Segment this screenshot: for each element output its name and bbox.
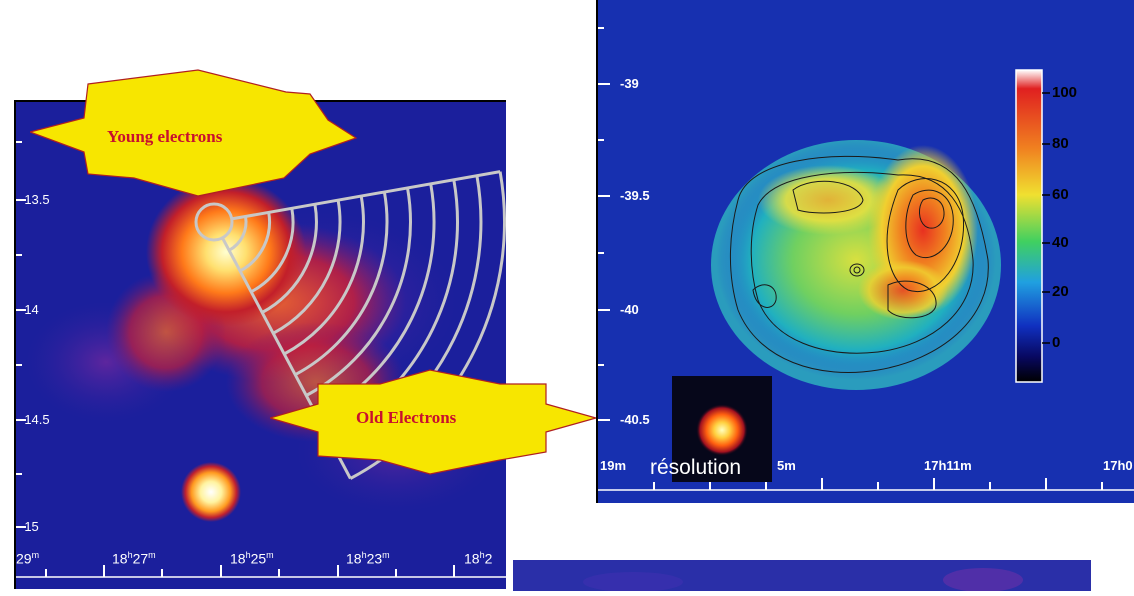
- sector-arc: [283, 195, 365, 356]
- dec-tick: -14.5: [20, 412, 50, 427]
- colorbar: [1015, 69, 1043, 383]
- contours: [729, 155, 989, 373]
- ra-tick: 18h27m: [112, 550, 156, 567]
- colorbar-label: 60: [1052, 186, 1069, 203]
- sector-arc: [250, 208, 295, 294]
- ra-tick: 19m: [600, 458, 627, 473]
- young-electrons-callout: [30, 69, 358, 197]
- sector-edge: [231, 170, 501, 221]
- dec-tick: -13.5: [20, 192, 50, 207]
- sector-arc: [294, 191, 389, 377]
- old-electrons-callout: [270, 369, 596, 475]
- right-sky-map: -39 -39.5 -40 -40.5 19m 5m 17h11m 17h0 1…: [596, 0, 1134, 503]
- dec-tick: -14: [20, 302, 39, 317]
- ra-tick: 5m: [777, 458, 796, 473]
- sector-arc: [305, 187, 412, 397]
- colorbar-label: 100: [1052, 84, 1078, 101]
- dec-tick: -39: [620, 76, 639, 91]
- ra-tick: 17h0: [1103, 458, 1133, 473]
- left-axis-ticks: [16, 141, 506, 578]
- sector-arc: [239, 212, 272, 273]
- ra-tick: 17h11m: [924, 458, 972, 473]
- sector-rings: [194, 202, 234, 242]
- ra-tick: 18h25m: [230, 550, 274, 567]
- dec-tick: -39.5: [620, 188, 650, 203]
- dec-tick: -40.5: [620, 412, 650, 427]
- sector-arc: [261, 203, 318, 314]
- ra-tick: 18h2: [464, 550, 493, 567]
- sector-arc: [228, 216, 248, 252]
- ra-tick: 18h23m: [346, 550, 390, 567]
- dec-tick: -40: [620, 302, 639, 317]
- resolution-label: résolution: [650, 456, 742, 479]
- dec-tick: -15: [20, 519, 39, 534]
- bottom-map-strip: [513, 560, 1091, 592]
- colorbar-label: 80: [1052, 135, 1069, 152]
- young-electrons-text: Young electrons: [107, 127, 223, 146]
- ra-tick: 29m: [16, 550, 40, 567]
- colorbar-label: 40: [1052, 234, 1069, 251]
- resolution-psf: [696, 404, 748, 456]
- colorbar-label: 20: [1052, 283, 1069, 300]
- left-sky-map: -13.5 -14 -14.5 -15 29m 18h27m 18h25m 18…: [14, 100, 506, 589]
- right-map-image: [598, 0, 1134, 503]
- resolution-inset: [672, 376, 772, 482]
- left-map-image: [16, 102, 506, 589]
- old-electrons-text: Old Electrons: [356, 408, 457, 427]
- colorbar-label: 0: [1052, 334, 1061, 351]
- sector-arc: [272, 199, 342, 335]
